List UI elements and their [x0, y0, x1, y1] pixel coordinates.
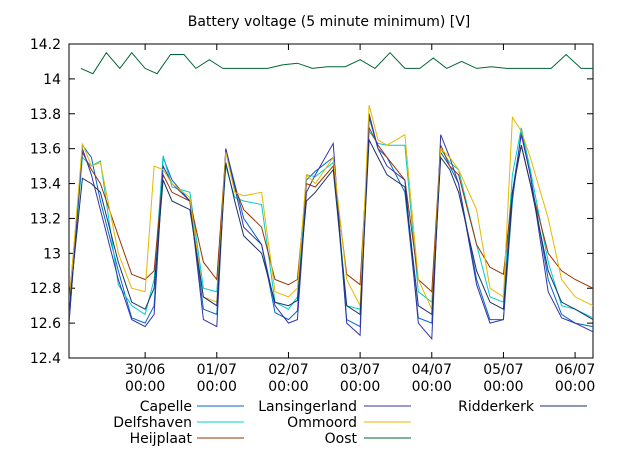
x-tick-label-date: 05/07: [483, 362, 523, 378]
legend-label-delfshaven: Delfshaven: [113, 415, 192, 431]
legend: CapelleDelfshavenHeijplaatLansingerlandO…: [113, 399, 587, 447]
y-tick-label: 12.6: [30, 316, 61, 332]
x-tick-label-date: 01/07: [197, 362, 237, 378]
x-tick-label-date: 02/07: [268, 362, 308, 378]
y-tick-label: 12.4: [30, 351, 61, 367]
x-tick-label-date: 03/07: [340, 362, 380, 378]
legend-label-ommoord: Ommoord: [287, 415, 357, 431]
legend-label-oost: Oost: [325, 431, 358, 447]
series-line-capelle: [69, 117, 593, 328]
y-tick-label: 13.4: [30, 177, 61, 193]
x-tick-label-time: 00:00: [555, 379, 595, 395]
x-tick-label-time: 00:00: [197, 379, 237, 395]
x-tick-label-time: 00:00: [412, 379, 452, 395]
legend-label-capelle: Capelle: [140, 399, 192, 415]
series-line-heijplaat: [69, 125, 593, 303]
x-tick-label-time: 00:00: [483, 379, 523, 395]
y-tick-label: 13.2: [30, 211, 61, 227]
y-tick-label: 14: [43, 72, 61, 88]
series-line-ridderkerk: [69, 138, 593, 321]
y-tick-label: 13.8: [30, 107, 61, 123]
x-tick-label-date: 30/06: [125, 362, 165, 378]
x-tick-label-date: 04/07: [412, 362, 452, 378]
plot-area: [69, 51, 593, 341]
series-line-delfshaven: [69, 127, 593, 320]
x-tick-label-time: 00:00: [125, 379, 165, 395]
series-line-ommoord: [69, 104, 593, 310]
series-line-oost: [80, 51, 593, 75]
legend-label-heijplaat: Heijplaat: [130, 431, 193, 447]
x-tick-label-date: 06/07: [555, 362, 595, 378]
legend-label-ridderkerk: Ridderkerk: [458, 399, 535, 415]
chart-title: Battery voltage (5 minute minimum) [V]: [188, 14, 471, 30]
legend-label-lansingerland: Lansingerland: [258, 399, 357, 415]
x-tick-label-time: 00:00: [268, 379, 308, 395]
plot-frame: [68, 43, 594, 359]
x-tick-label-time: 00:00: [340, 379, 380, 395]
y-tick-label: 13: [43, 246, 61, 262]
y-tick-label: 12.8: [30, 281, 61, 297]
axes: 12.4 12.6 12.8 13 13.2 13.4 13.6 13.8 14 14.2 30/0…: [30, 37, 595, 395]
series-line-lansingerland: [69, 113, 593, 341]
y-tick-label: 14.2: [30, 37, 61, 53]
y-tick-label: 13.6: [30, 142, 61, 158]
